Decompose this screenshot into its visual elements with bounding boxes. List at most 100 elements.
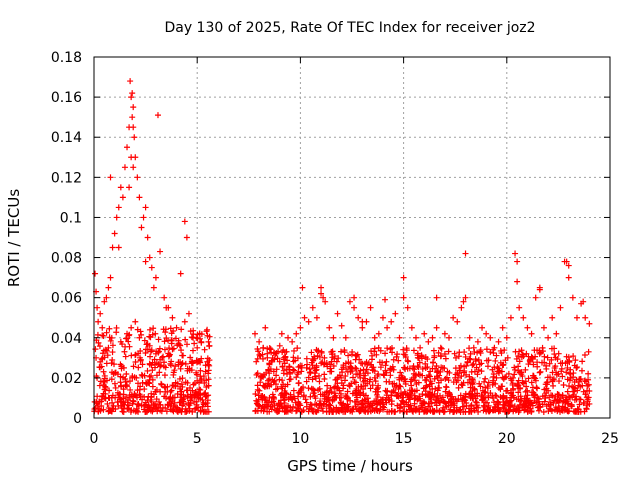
- data-point: [513, 396, 520, 403]
- data-point: [379, 314, 386, 321]
- data-point: [501, 347, 508, 354]
- data-point: [443, 374, 450, 381]
- data-point: [555, 350, 562, 357]
- data-point: [279, 363, 286, 370]
- data-point: [374, 384, 381, 391]
- data-point: [328, 358, 335, 365]
- data-point: [559, 392, 566, 399]
- x-axis-title: GPS time / hours: [287, 457, 413, 475]
- data-point: [482, 375, 489, 382]
- data-point: [178, 396, 185, 403]
- data-point: [152, 350, 159, 357]
- data-point: [549, 314, 556, 321]
- data-point: [416, 406, 423, 413]
- data-point: [100, 406, 107, 413]
- data-point: [483, 330, 490, 337]
- data-point: [205, 361, 212, 368]
- data-point: [351, 304, 358, 311]
- data-point: [99, 332, 106, 339]
- data-point: [295, 364, 302, 371]
- data-point: [410, 363, 417, 370]
- data-point: [324, 396, 331, 403]
- data-point: [519, 402, 526, 409]
- data-point: [352, 403, 359, 410]
- data-point: [439, 364, 446, 371]
- data-point: [449, 393, 456, 400]
- data-point: [353, 365, 360, 372]
- data-point: [103, 294, 110, 301]
- data-point: [357, 367, 364, 374]
- y-tick-label: 0: [73, 411, 82, 427]
- data-point: [544, 354, 551, 361]
- data-point: [293, 330, 300, 337]
- data-point: [127, 386, 134, 393]
- data-point: [483, 346, 490, 353]
- data-point: [428, 392, 435, 399]
- data-point: [149, 376, 156, 383]
- data-point: [358, 399, 365, 406]
- data-point: [555, 370, 562, 377]
- data-point: [174, 390, 181, 397]
- data-point: [346, 383, 353, 390]
- data-point: [148, 264, 155, 271]
- data-point: [552, 354, 559, 361]
- data-point: [122, 378, 129, 385]
- data-point: [196, 335, 203, 342]
- data-point: [167, 360, 174, 367]
- data-point: [577, 396, 584, 403]
- data-point: [535, 407, 542, 414]
- data-point: [541, 392, 548, 399]
- data-point: [347, 363, 354, 370]
- data-point: [468, 368, 475, 375]
- data-point: [514, 258, 521, 265]
- data-point: [455, 396, 462, 403]
- data-point: [375, 330, 382, 337]
- data-point: [534, 404, 541, 411]
- data-point: [450, 400, 457, 407]
- data-point: [445, 348, 452, 355]
- data-point: [256, 338, 263, 345]
- data-point: [313, 314, 320, 321]
- y-tick-label: 0.08: [51, 251, 82, 267]
- data-point: [257, 379, 264, 386]
- data-point: [126, 392, 133, 399]
- data-point: [564, 358, 571, 365]
- data-point: [336, 394, 343, 401]
- data-point: [456, 349, 463, 356]
- data-point: [559, 403, 566, 410]
- data-point: [294, 355, 301, 362]
- data-point: [139, 361, 146, 368]
- data-point: [266, 394, 273, 401]
- data-point: [108, 376, 115, 383]
- data-point: [441, 351, 448, 358]
- data-point: [403, 345, 410, 352]
- data-point: [323, 403, 330, 410]
- data-point: [408, 382, 415, 389]
- data-point: [186, 384, 193, 391]
- data-point: [286, 376, 293, 383]
- data-point: [553, 330, 560, 337]
- data-point: [128, 407, 135, 414]
- data-point: [177, 270, 184, 277]
- data-point: [359, 324, 366, 331]
- data-point: [146, 326, 153, 333]
- data-point: [522, 366, 529, 373]
- data-point: [318, 349, 325, 356]
- data-point: [305, 318, 312, 325]
- data-point: [389, 380, 396, 387]
- data-point: [303, 399, 310, 406]
- data-point: [353, 352, 360, 359]
- data-point: [110, 370, 117, 377]
- data-point: [372, 378, 379, 385]
- data-point: [280, 367, 287, 374]
- data-point: [520, 380, 527, 387]
- data-point: [441, 399, 448, 406]
- data-point: [323, 408, 330, 415]
- data-point: [144, 367, 151, 374]
- data-point: [528, 400, 535, 407]
- data-point: [146, 254, 153, 261]
- x-tick-label: 25: [601, 431, 619, 447]
- data-point: [442, 355, 449, 362]
- data-point: [523, 383, 530, 390]
- data-point: [341, 377, 348, 384]
